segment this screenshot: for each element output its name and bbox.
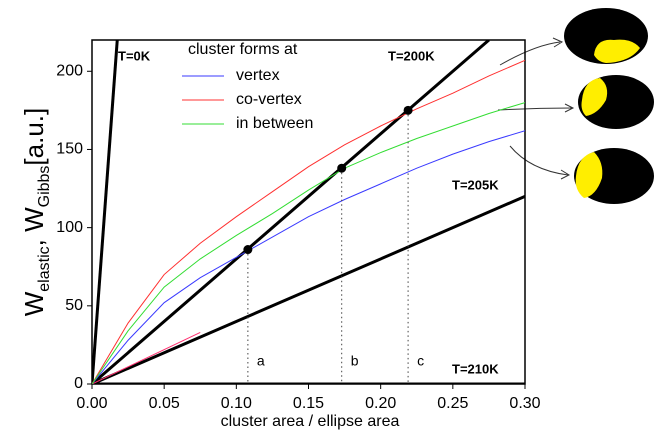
reference-line [92,40,490,384]
point-label: b [351,353,359,369]
legend-label: vertex [236,67,280,84]
legend-label: co-vertex [236,91,302,108]
reference-label: T=205K [452,177,499,192]
reference-label: T=0K [118,48,151,63]
x-tick-label: 0.15 [293,395,324,412]
y-label-part: Gibbs [36,166,53,208]
x-tick-label: 0.10 [221,395,252,412]
series-line [92,59,525,384]
series-line [92,102,525,384]
y-label-part: [a.u.] [19,108,49,166]
reference-label: T=200K [388,48,435,63]
plot-frame [91,39,526,385]
intersection-point [403,105,413,115]
legend-title: cluster forms at [188,41,298,58]
y-label-part: W [19,291,49,316]
y-label-part: elastic [36,246,53,291]
ellipse-icons [497,8,654,204]
reference-line [92,194,525,384]
reference-label: T=210K [452,361,499,376]
y-axis-label: Welastic, WGibbs[a.u.] [19,108,53,317]
reference-line [92,331,201,384]
intersection-point [243,245,253,255]
series-line [92,130,525,384]
y-tick-label: 50 [65,297,83,314]
intersection-point [337,163,347,173]
y-tick-label: 200 [56,62,83,79]
y-tick-label: 100 [56,219,83,236]
point-label: a [257,353,265,369]
x-tick-label: 0.30 [509,395,540,412]
y-tick-label: 150 [56,141,83,158]
x-tick-label: 0.25 [437,395,468,412]
y-label-part: , W [19,207,49,246]
x-tick-label: 0.05 [149,395,180,412]
y-tick-label: 0 [74,375,83,392]
reference-line [92,40,119,384]
x-axis-label: cluster area / ellipse area [221,413,400,430]
legend-label: in between [236,115,313,132]
x-tick-label: 0.00 [76,395,107,412]
point-label: c [417,353,424,369]
x-tick-label: 0.20 [365,395,396,412]
